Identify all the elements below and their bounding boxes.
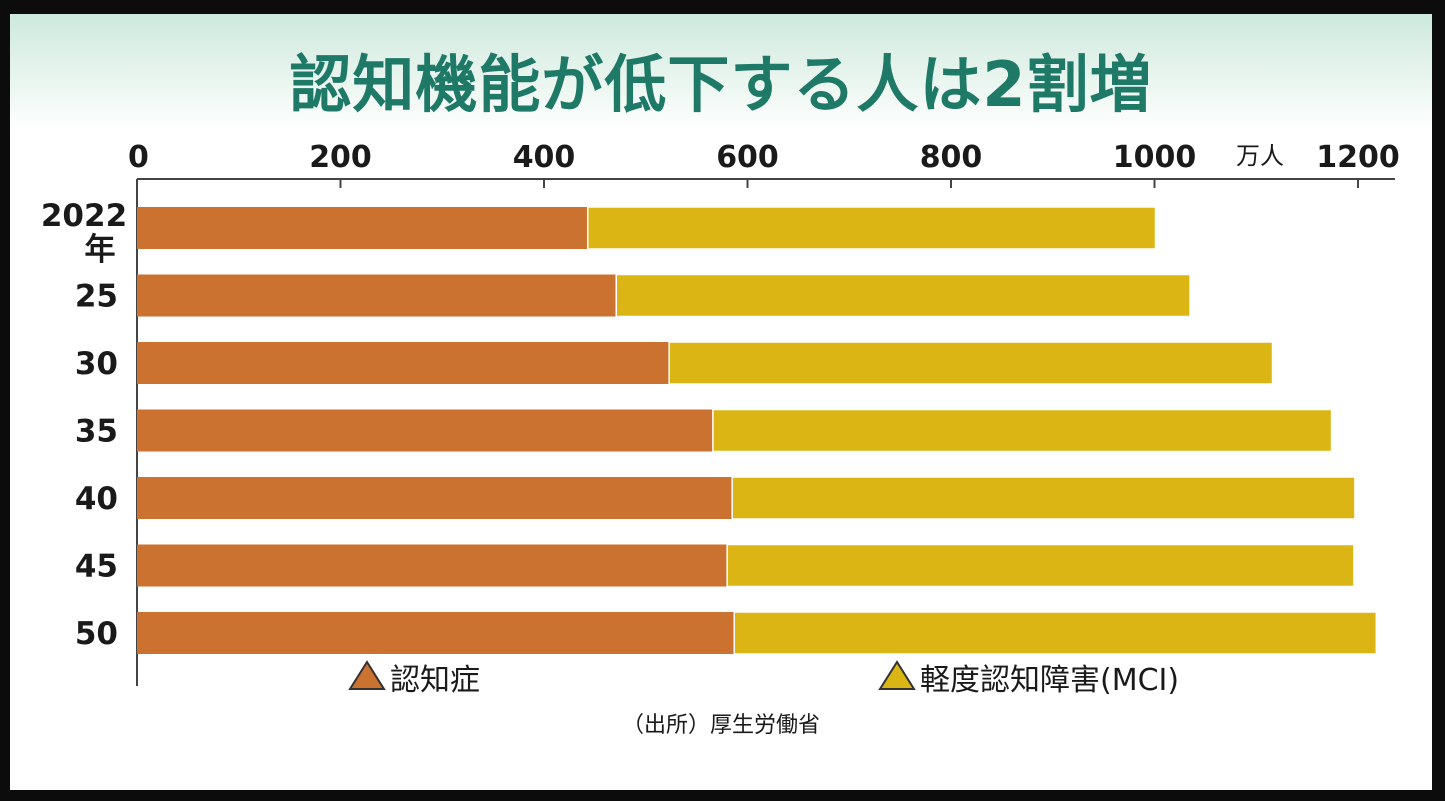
legend-label: 軽度認知障害(MCI) bbox=[920, 663, 1179, 698]
title-band bbox=[10, 14, 1432, 132]
bar-dementia bbox=[137, 342, 670, 384]
category-label: 45 bbox=[75, 549, 118, 585]
legend-label: 認知症 bbox=[390, 663, 480, 698]
category-label: 35 bbox=[75, 414, 118, 450]
category-label-suffix: 年 bbox=[85, 232, 116, 268]
bar-mci bbox=[668, 341, 1274, 385]
category-label: 40 bbox=[75, 481, 118, 517]
bar-dementia bbox=[137, 409, 713, 452]
axis-layer: 0 200 400 600 800 1000 1200 bbox=[128, 140, 1400, 686]
x-tick-label: 200 bbox=[309, 140, 372, 175]
bar-dementia bbox=[137, 477, 733, 519]
x-tick-label: 600 bbox=[716, 140, 779, 175]
category-label: 25 bbox=[75, 279, 118, 315]
unit-label: 万人 bbox=[1236, 142, 1284, 170]
legend: 認知症 軽度認知障害(MCI) bbox=[348, 660, 1179, 698]
bar-dementia bbox=[137, 274, 617, 317]
x-tick-label: 400 bbox=[513, 140, 576, 175]
chart-frame: 認知機能が低下する人は2割増 0 200 400 600 800 1000 1200 202… bbox=[10, 14, 1432, 790]
bar-dementia bbox=[137, 207, 588, 249]
x-tick-label: 0 bbox=[128, 140, 149, 175]
x-tick-label: 1200 bbox=[1316, 140, 1400, 175]
category-label: 50 bbox=[75, 616, 118, 652]
bar-dementia bbox=[137, 612, 735, 654]
x-tick-label: 800 bbox=[920, 140, 983, 175]
bar-mci bbox=[712, 408, 1333, 453]
category-label: 30 bbox=[75, 346, 118, 382]
bar-mci bbox=[615, 273, 1191, 318]
chart-title: 認知機能が低下する人は2割増 bbox=[289, 48, 1153, 121]
bar-chart: 0 200 400 600 800 1000 1200 2022年253035404550 … bbox=[41, 140, 1400, 738]
x-tick-label: 1000 bbox=[1113, 140, 1197, 175]
bar-mci bbox=[733, 611, 1378, 655]
legend-triangle-icon bbox=[348, 660, 386, 690]
legend-triangle-icon bbox=[878, 660, 916, 690]
bar-mci bbox=[726, 543, 1355, 588]
bars-layer bbox=[137, 206, 1378, 655]
source-note: （出所）厚生労働省 bbox=[622, 713, 820, 738]
category-label: 2022 bbox=[41, 198, 127, 234]
bar-mci bbox=[731, 476, 1356, 520]
bar-mci bbox=[587, 206, 1157, 250]
bar-dementia bbox=[137, 544, 728, 587]
